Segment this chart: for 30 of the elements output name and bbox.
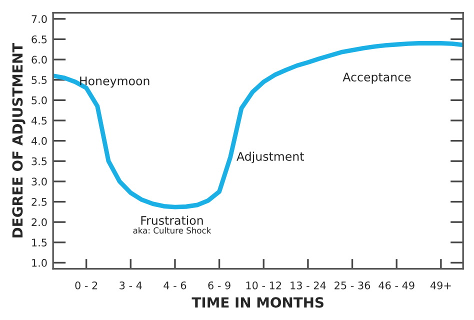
y-tick-label: 4.5: [31, 116, 47, 125]
y-tick-label: 7.0: [32, 15, 47, 23]
x-tick-label: 0 - 2: [75, 281, 98, 290]
y-tick-label: 6.0: [32, 56, 47, 64]
y-tick-label: 6.5: [32, 35, 47, 44]
x-tick-label: 49+: [430, 281, 451, 290]
x-tick-label: 46 - 49: [378, 281, 414, 290]
x-tick-label: 6 - 9: [208, 281, 230, 290]
x-axis-title: TIME IN MONTHS: [192, 297, 324, 308]
annotation: aka: Culture Shock: [133, 227, 212, 234]
x-tick-label: 4 - 6: [164, 281, 186, 290]
annotation: Frustration: [141, 216, 203, 225]
y-tick-label: 1.5: [32, 238, 47, 246]
x-tick-label: 10 - 12: [246, 281, 282, 290]
annotation: Adjustment: [236, 152, 304, 164]
annotation: Honeymoon: [80, 76, 150, 88]
y-tick-label: 5.0: [32, 96, 47, 104]
annotation: Acceptance: [342, 72, 411, 84]
line-series: [53, 41, 464, 210]
x-tick-label: 25 - 36: [334, 281, 370, 290]
x-tick-label: 3 - 4: [120, 281, 142, 290]
y-tick-label: 1.0: [32, 258, 47, 267]
y-tick-label: 3.5: [32, 157, 47, 166]
y-axis-title: DEGREE OF ADJUSTMENT: [12, 43, 26, 238]
y-tick-label: 2.0: [32, 218, 47, 226]
y-tick-label: 5.5: [32, 76, 47, 84]
y-tick-label: 2.5: [32, 198, 47, 206]
y-tick-label: 4.0: [31, 137, 47, 145]
x-tick-label: 13 - 24: [290, 281, 326, 290]
y-tick-label: 3.0: [32, 178, 47, 186]
